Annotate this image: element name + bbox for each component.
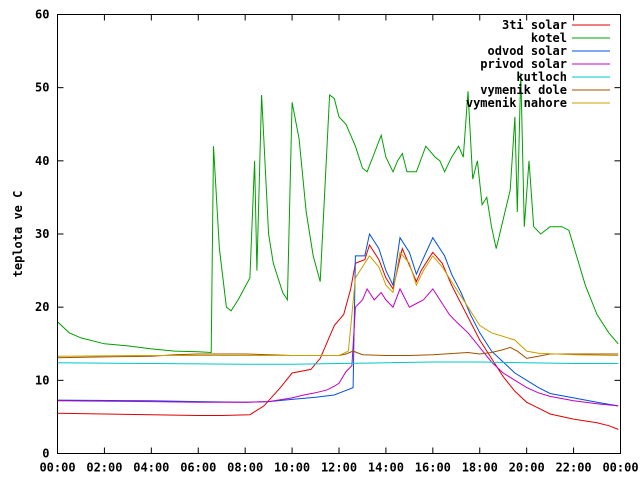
legend-label-vymenik-nahore: vymenik nahore [466,96,567,110]
x-tick-label: 16:00 [415,461,451,475]
tick-labels: 0 10 20 30 40 50 60 00:00 02:00 04:00 06:00 08:00 10… [35,8,639,475]
axis-ticks [57,14,621,454]
y-tick-label: 60 [35,8,49,22]
series-line-privod-solar [57,287,619,407]
x-tick-label: 00:00 [39,461,75,475]
x-tick-label: 08:00 [227,461,263,475]
series-line-vymenik-dole [57,346,619,359]
legend-label-3ti-solar: 3ti solar [502,18,567,32]
y-axis-label: teplota ve C [11,191,25,278]
x-tick-label: 00:00 [602,461,638,475]
x-tick-label: 04:00 [133,461,169,475]
x-tick-label: 18:00 [462,461,498,475]
series-line-kutloch [57,361,619,365]
x-tick-label: 12:00 [321,461,357,475]
series-line-3ti-solar [57,243,619,430]
series-line-odvod-solar [57,232,619,407]
x-tick-label: 10:00 [274,461,310,475]
y-tick-label: 40 [35,154,49,168]
x-tick-label: 06:00 [180,461,216,475]
plot-frame [57,14,621,454]
x-tick-label: 02:00 [86,461,122,475]
legend-label-odvod-solar: odvod solar [488,44,567,58]
legend-label-kotel: kotel [531,31,567,45]
x-tick-label: 20:00 [509,461,545,475]
legend-label-vymenik-dole: vymenik dole [480,83,567,97]
series-line-kotel [57,72,619,354]
y-tick-label: 10 [35,373,49,387]
x-tick-label: 22:00 [556,461,592,475]
legend-label-privod-solar: privod solar [480,57,567,71]
y-tick-label: 30 [35,227,49,241]
y-tick-label: 50 [35,81,49,95]
y-tick-label: 0 [42,447,49,461]
x-tick-label: 14:00 [368,461,404,475]
series-line-vymenik-nahore [57,251,619,357]
legend-label-kutloch: kutloch [516,70,567,84]
y-tick-label: 20 [35,300,49,314]
series-lines [57,72,619,430]
